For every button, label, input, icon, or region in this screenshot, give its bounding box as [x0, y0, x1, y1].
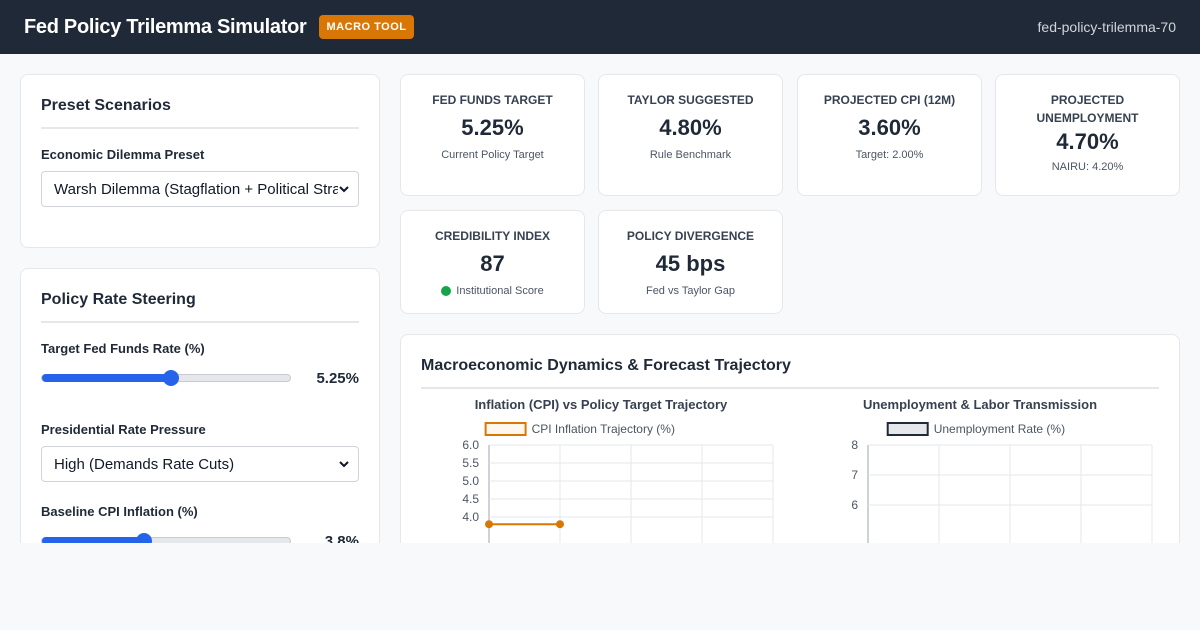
kpi-projected-cpi: Projected CPI (12M) 3.60% Target: 2.00% — [797, 74, 982, 196]
preset-scenarios-panel: Preset Scenarios Economic Dilemma Preset… — [20, 74, 380, 248]
legend-label: CPI Inflation Trajectory (%) — [532, 422, 675, 436]
chart-1: Inflation (CPI) vs Policy Target Traject… — [462, 397, 774, 543]
y-tick-label: 6.0 — [462, 438, 479, 452]
target-rate-slider-row: 5.25% — [41, 366, 359, 390]
kpi-subtext: Target: 2.00% — [855, 149, 924, 161]
main-viewport: Preset Scenarios Economic Dilemma Preset… — [0, 54, 1200, 543]
dilemma-preset-select[interactable]: Warsh Dilemma (Stagflation + Political S… — [41, 171, 359, 207]
kpi-fed-funds-target: Fed Funds Target 5.25% Current Policy Ta… — [400, 74, 585, 196]
legend-swatch — [886, 422, 929, 436]
kpi-value: 45 bps — [655, 251, 726, 276]
slider-fill — [42, 374, 171, 382]
dilemma-preset-label: Economic Dilemma Preset — [41, 147, 205, 162]
app-slug: fed-policy-trilemma-70 — [1037, 19, 1176, 35]
target-rate-slider[interactable] — [41, 370, 291, 386]
macro-tool-badge: MACRO TOOL — [318, 15, 415, 39]
kpi-label: Taylor Suggested — [627, 93, 754, 107]
y-tick-label: 6 — [851, 498, 858, 512]
policy-rate-steering-panel: Policy Rate Steering Target Fed Funds Ra… — [20, 268, 380, 543]
dilemma-preset-value: Warsh Dilemma (Stagflation + Political S… — [54, 180, 338, 198]
app-title: Fed Policy Trilemma Simulator — [24, 15, 307, 38]
macro-dynamics-panel: Macroeconomic Dynamics & Forecast Trajec… — [400, 334, 1180, 543]
kpi-subtext-row: Institutional Score — [411, 285, 574, 297]
kpi-label: Projected Unemployment — [1036, 93, 1139, 125]
kpi-value: 3.60% — [858, 115, 921, 140]
chart-title: Unemployment & Labor Transmission — [863, 397, 1097, 412]
kpi-projected-unemployment: Projected Unemployment 4.70% NAIRU: 4.20… — [995, 74, 1180, 196]
pressure-value: High (Demands Rate Cuts) — [54, 455, 235, 473]
charts-canvas: Inflation (CPI) vs Policy Target Traject… — [462, 397, 1153, 543]
kpi-subtext: Fed vs Taylor Gap — [645, 285, 736, 297]
data-point — [485, 520, 493, 529]
charts-panel-title: Macroeconomic Dynamics & Forecast Trajec… — [421, 357, 1159, 389]
kpi-subtext: Current Policy Target — [441, 149, 544, 161]
baseline-cpi-slider-row: 3.8% — [41, 529, 359, 543]
pressure-label: Presidential Rate Pressure — [41, 422, 206, 437]
kpi-label: Policy Divergence — [626, 229, 755, 243]
kpi-label: Credibility Index — [434, 229, 551, 243]
data-point — [556, 520, 564, 529]
presidential-pressure-select[interactable]: High (Demands Rate Cuts) — [41, 446, 359, 482]
y-tick-label: 4.0 — [462, 510, 479, 524]
target-rate-value: 5.25% — [316, 369, 359, 387]
status-dot-icon — [441, 286, 452, 296]
kpi-label: Projected CPI (12M) — [823, 93, 956, 107]
kpi-taylor-suggested: Taylor Suggested 4.80% Rule Benchmark — [598, 74, 783, 196]
top-bar: Fed Policy Trilemma Simulator MACRO TOOL… — [0, 0, 1200, 54]
kpi-label: Fed Funds Target — [432, 93, 553, 107]
slider-thumb[interactable] — [162, 370, 179, 386]
chart-2: Unemployment & Labor Transmission Unemplo… — [851, 397, 1153, 543]
kpi-subtext: NAIRU: 4.20% — [1051, 161, 1124, 173]
chevron-down-icon — [339, 461, 349, 468]
baseline-cpi-value: 3.8% — [324, 532, 359, 544]
preset-panel-title: Preset Scenarios — [41, 97, 359, 129]
kpi-policy-divergence: Policy Divergence 45 bps Fed vs Taylor G… — [598, 210, 783, 314]
chart-title: Inflation (CPI) vs Policy Target Traject… — [475, 397, 728, 412]
y-tick-label: 7 — [851, 468, 858, 482]
y-tick-label: 5.0 — [462, 474, 479, 488]
target-rate-label: Target Fed Funds Rate (%) — [41, 341, 205, 356]
kpi-credibility-index: Credibility Index 87 Institutional Score — [400, 210, 585, 314]
legend-swatch — [484, 422, 527, 436]
y-tick-label: 4.5 — [462, 492, 479, 506]
y-tick-label: 8 — [851, 438, 858, 452]
baseline-cpi-label: Baseline CPI Inflation (%) — [41, 504, 198, 519]
legend-label: Unemployment Rate (%) — [934, 422, 1065, 436]
y-tick-label: 5.5 — [462, 456, 479, 470]
kpi-value: 87 — [480, 251, 505, 276]
chevron-down-icon — [339, 186, 349, 193]
slider-thumb[interactable] — [135, 533, 152, 543]
kpi-value: 4.80% — [659, 115, 722, 140]
kpi-value: 4.70% — [1056, 129, 1119, 154]
kpi-subtext: Rule Benchmark — [649, 149, 732, 161]
slider-fill — [42, 537, 144, 543]
kpi-value: 5.25% — [461, 115, 524, 140]
steering-panel-title: Policy Rate Steering — [41, 291, 359, 323]
baseline-cpi-slider[interactable] — [41, 533, 291, 543]
kpi-subtext: Institutional Score — [456, 285, 544, 297]
